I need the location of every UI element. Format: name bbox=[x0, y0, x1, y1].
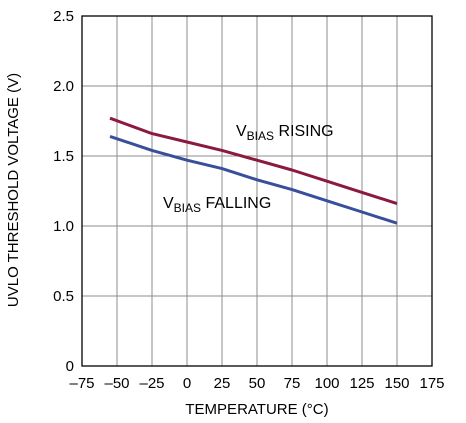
y-tick-label: 2.0 bbox=[53, 78, 74, 95]
x-tick-label: 50 bbox=[249, 375, 266, 392]
x-axis-title: TEMPERATURE (°C) bbox=[185, 401, 328, 418]
x-tick-label: 150 bbox=[384, 375, 409, 392]
series-label-rising: VBIAS RISING bbox=[236, 123, 334, 143]
y-tick-label: 2.5 bbox=[53, 8, 74, 25]
y-tick-label: 0.5 bbox=[53, 288, 74, 305]
y-tick-label: 1.5 bbox=[53, 148, 74, 165]
x-tick-labels: –75 –50 –25 0 25 50 75 100 125 150 175 bbox=[69, 375, 444, 392]
x-tick-label: –50 bbox=[104, 375, 129, 392]
series-line-falling bbox=[109, 134, 398, 225]
x-tick-label: 100 bbox=[314, 375, 339, 392]
y-axis-title: UVLO THRESHOLD VOLTAGE (V) bbox=[5, 73, 22, 307]
series-line-rising bbox=[109, 116, 398, 206]
y-tick-label: 0 bbox=[66, 358, 74, 375]
x-tick-label: –25 bbox=[139, 375, 164, 392]
y-tick-labels: 0 0.5 1.0 1.5 2.0 2.5 bbox=[53, 8, 74, 375]
x-tick-label: 0 bbox=[183, 375, 191, 392]
x-tick-label: 175 bbox=[419, 375, 444, 392]
x-tick-label: 75 bbox=[284, 375, 301, 392]
y-tick-label: 1.0 bbox=[53, 218, 74, 235]
x-tick-label: –75 bbox=[69, 375, 94, 392]
series-lines bbox=[109, 116, 398, 225]
plot-frame bbox=[81, 15, 433, 367]
x-tick-label: 25 bbox=[214, 375, 231, 392]
x-tick-label: 125 bbox=[349, 375, 374, 392]
grid-lines bbox=[81, 15, 433, 367]
series-label-falling: VBIAS FALLING bbox=[163, 195, 271, 215]
